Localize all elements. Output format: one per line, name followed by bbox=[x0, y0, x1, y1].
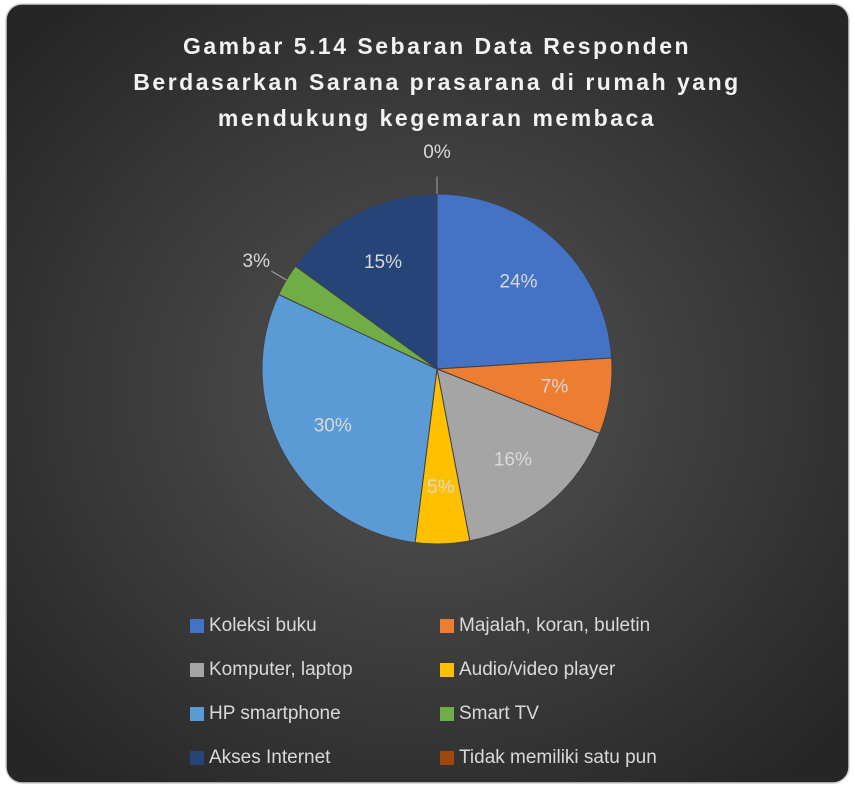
legend-swatch bbox=[190, 751, 204, 765]
legend-label: Majalah, koran, buletin bbox=[459, 615, 650, 636]
legend-swatch bbox=[440, 619, 454, 633]
legend-swatch bbox=[190, 707, 204, 721]
legend-label: Komputer, laptop bbox=[209, 659, 353, 680]
data-label: 7% bbox=[541, 377, 569, 398]
pie-slice bbox=[294, 193, 438, 370]
data-label: 3% bbox=[243, 251, 271, 272]
chart-title: Berdasarkan Sarana prasarana di rumah ya… bbox=[133, 69, 740, 95]
pie-slice bbox=[261, 293, 438, 544]
data-label: 5% bbox=[427, 477, 455, 498]
legend-swatch bbox=[440, 663, 454, 677]
data-label: 30% bbox=[314, 415, 352, 436]
legend-label: Akses Internet bbox=[209, 747, 331, 768]
data-label: 24% bbox=[499, 271, 537, 292]
legend-swatch bbox=[440, 707, 454, 721]
chart-title: mendukung kegemaran membaca bbox=[218, 105, 656, 131]
data-label: 15% bbox=[364, 252, 402, 273]
legend-label: Koleksi buku bbox=[209, 615, 317, 636]
legend-swatch bbox=[190, 619, 204, 633]
legend-swatch bbox=[440, 751, 454, 765]
legend-swatch bbox=[190, 663, 204, 677]
legend-label: Tidak memiliki satu pun bbox=[459, 747, 657, 768]
data-label: 0% bbox=[423, 142, 451, 163]
leader-line bbox=[271, 270, 287, 281]
legend-label: Audio/video player bbox=[459, 659, 616, 680]
legend-label: HP smartphone bbox=[209, 703, 341, 724]
chart-title: Gambar 5.14 Sebaran Data Responden bbox=[183, 33, 691, 59]
pie-slice bbox=[436, 368, 601, 542]
legend-label: Smart TV bbox=[459, 703, 539, 724]
pie-slice bbox=[436, 193, 613, 370]
data-label: 16% bbox=[494, 450, 532, 471]
